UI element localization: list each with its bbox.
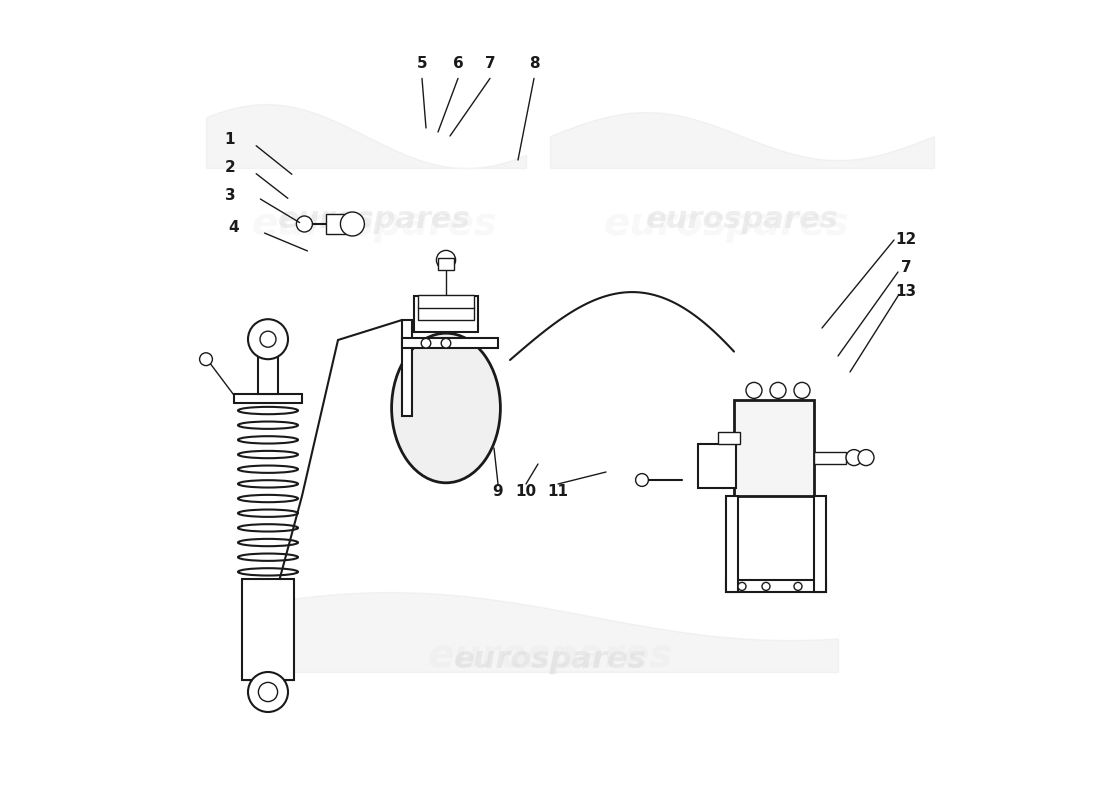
Circle shape: [762, 582, 770, 590]
Bar: [326, 214, 346, 234]
Bar: [234, 394, 302, 403]
Bar: [414, 296, 478, 332]
Circle shape: [421, 338, 431, 348]
Text: 13: 13: [895, 285, 916, 299]
Text: 4: 4: [229, 221, 240, 235]
Circle shape: [199, 353, 212, 366]
Ellipse shape: [392, 333, 500, 482]
Text: eurospares: eurospares: [603, 205, 849, 243]
Circle shape: [258, 682, 277, 702]
Text: eurospares: eurospares: [453, 646, 647, 674]
Circle shape: [846, 450, 862, 466]
Bar: [418, 295, 474, 308]
Circle shape: [746, 382, 762, 398]
Text: 8: 8: [529, 57, 539, 71]
Circle shape: [858, 450, 874, 466]
Bar: [726, 580, 826, 592]
Text: 6: 6: [452, 57, 463, 71]
Bar: [242, 579, 294, 680]
Text: 1: 1: [224, 133, 235, 147]
Circle shape: [340, 212, 364, 236]
Bar: [718, 432, 740, 444]
Circle shape: [738, 582, 746, 590]
Circle shape: [248, 672, 288, 712]
Text: 12: 12: [895, 233, 916, 247]
Bar: [402, 320, 411, 416]
Bar: [257, 354, 278, 394]
Text: 7: 7: [901, 261, 911, 275]
Text: 9: 9: [493, 485, 504, 499]
Text: 7: 7: [485, 57, 495, 71]
Circle shape: [441, 338, 451, 348]
Bar: [402, 338, 498, 348]
Text: eurospares: eurospares: [646, 206, 838, 234]
Bar: [438, 258, 454, 270]
Text: eurospares: eurospares: [251, 205, 497, 243]
Text: 5: 5: [417, 57, 427, 71]
Circle shape: [248, 319, 288, 359]
Circle shape: [296, 216, 312, 232]
Text: 2: 2: [224, 161, 235, 175]
Circle shape: [770, 382, 786, 398]
Bar: [726, 496, 738, 592]
Text: eurospares: eurospares: [427, 637, 673, 675]
Circle shape: [636, 474, 648, 486]
Bar: [814, 496, 826, 592]
Circle shape: [437, 250, 455, 270]
Text: eurospares: eurospares: [277, 206, 471, 234]
Text: 10: 10: [516, 485, 537, 499]
Text: 3: 3: [224, 188, 235, 202]
Bar: [814, 452, 846, 464]
Text: 11: 11: [548, 485, 569, 499]
Bar: [418, 307, 474, 320]
Bar: [698, 444, 736, 488]
Circle shape: [260, 331, 276, 347]
Circle shape: [794, 382, 810, 398]
Bar: [734, 400, 814, 496]
Circle shape: [794, 582, 802, 590]
